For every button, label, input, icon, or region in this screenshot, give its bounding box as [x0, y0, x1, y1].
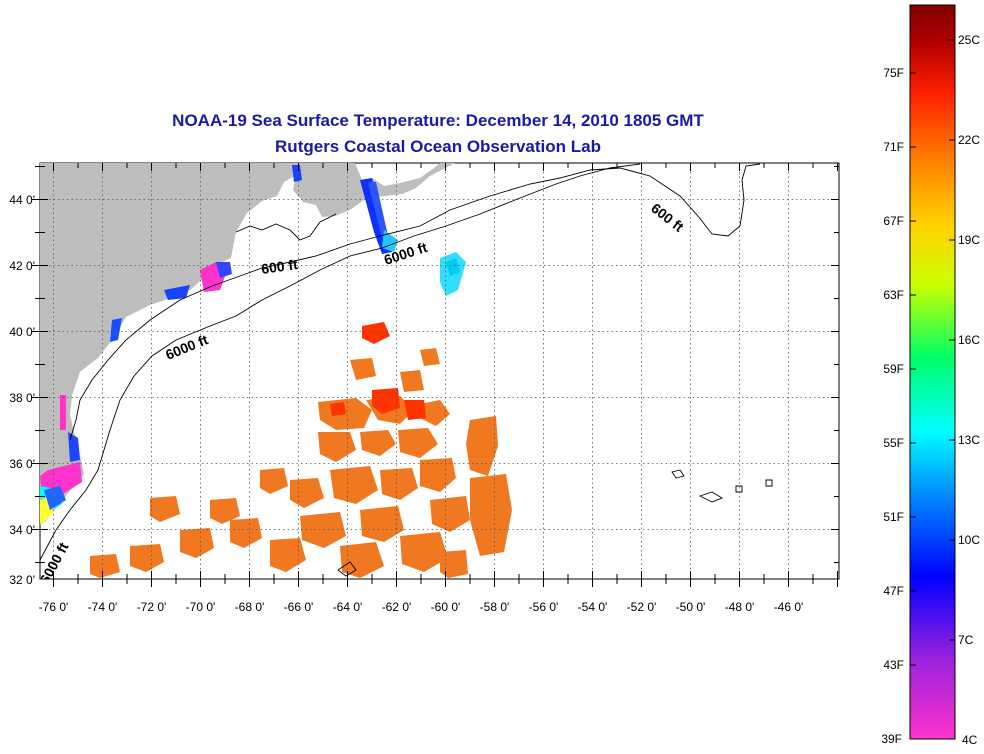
land-mass — [40, 163, 455, 525]
colorbar-f-label: 51F — [883, 510, 904, 524]
lat-tick-label: 36 0' — [9, 457, 35, 471]
hot-sst-pixels — [330, 322, 426, 420]
lat-tick-label: 38 0' — [9, 391, 35, 405]
contour-seamount-4 — [337, 561, 357, 577]
lon-tick-label: -62 0' — [382, 600, 412, 614]
colorbar-c-label: 19C — [958, 233, 980, 247]
map-subtitle: Rutgers Coastal Ocean Observation Lab — [275, 137, 601, 156]
lon-tick-label: -48 0' — [725, 600, 755, 614]
colorbar-f-label: 39F — [881, 732, 902, 746]
lon-tick-label: -52 0' — [627, 600, 657, 614]
map-panel: 600 ft 600 ft 6000 ft 6000 ft 6000 ft -7… — [9, 162, 840, 614]
colorbar-gradient — [909, 4, 956, 740]
colorbar: 75F 71F 67F 63F 59F 55F 51F 47F 43F 39F … — [881, 4, 980, 747]
lat-tick-label: 32 0' — [9, 573, 35, 587]
colorbar-f-label: 71F — [883, 140, 904, 154]
lon-tick-label: -58 0' — [480, 600, 510, 614]
colorbar-f-label: 63F — [883, 288, 904, 302]
lat-tick-labels: 44 0' 42 0' 40 0' 38 0' 36 0' 34 0' 32 0… — [9, 193, 35, 587]
lon-tick-label: -68 0' — [235, 600, 265, 614]
contour-seamount-3 — [735, 485, 743, 493]
lat-tick-label: 44 0' — [9, 193, 35, 207]
lon-tick-label: -72 0' — [137, 600, 167, 614]
lon-tick-label: -74 0' — [88, 600, 118, 614]
colorbar-f-label: 43F — [883, 658, 904, 672]
map-title: NOAA-19 Sea Surface Temperature: Decembe… — [172, 111, 704, 130]
contour-seamount-2 — [671, 469, 685, 479]
land-nova-scotia — [320, 175, 360, 212]
bathymetry-contours — [40, 163, 773, 577]
colorbar-c-label: 25C — [958, 33, 980, 47]
colorbar-ticks — [910, 39, 955, 666]
lon-tick-label: -56 0' — [529, 600, 559, 614]
lon-tick-label: -54 0' — [578, 600, 608, 614]
lat-tick-label: 42 0' — [9, 259, 35, 273]
axis-ticks — [32, 163, 839, 587]
lat-tick-label: 40 0' — [9, 325, 35, 339]
contour-600ft — [69, 163, 761, 441]
lon-tick-label: -66 0' — [284, 600, 314, 614]
colorbar-c-label: 10C — [958, 533, 980, 547]
colorbar-f-label: 59F — [883, 362, 904, 376]
lon-tick-label: -60 0' — [431, 600, 461, 614]
colorbar-c-label: 7C — [958, 633, 974, 647]
coastal-sst-pixels — [40, 165, 466, 524]
contour-seamount-1 — [698, 491, 724, 503]
lon-tick-label: -64 0' — [333, 600, 363, 614]
lon-tick-label: -76 0' — [39, 600, 69, 614]
colorbar-f-label: 47F — [883, 584, 904, 598]
colorbar-c-label: 22C — [958, 133, 980, 147]
contour-gulf-of-maine — [235, 213, 337, 241]
map-grid — [40, 163, 839, 579]
colorbar-f-label: 67F — [883, 214, 904, 228]
lon-tick-labels: -76 0' -74 0' -72 0' -70 0' -68 0' -66 0… — [39, 600, 804, 614]
colorbar-f-label: 55F — [883, 436, 904, 450]
lat-tick-label: 34 0' — [9, 523, 35, 537]
colorbar-c-label: 4C — [962, 733, 978, 747]
colorbar-c-label: 13C — [958, 433, 980, 447]
colorbar-c-label: 16C — [958, 333, 980, 347]
lon-tick-label: -50 0' — [676, 600, 706, 614]
lon-tick-label: -46 0' — [774, 600, 804, 614]
contour-6000ft — [40, 163, 641, 561]
colorbar-f-label: 75F — [883, 66, 904, 80]
lon-tick-label: -70 0' — [186, 600, 216, 614]
contour-label: 600 ft — [260, 256, 299, 277]
contour-seamount-5 — [765, 479, 773, 487]
